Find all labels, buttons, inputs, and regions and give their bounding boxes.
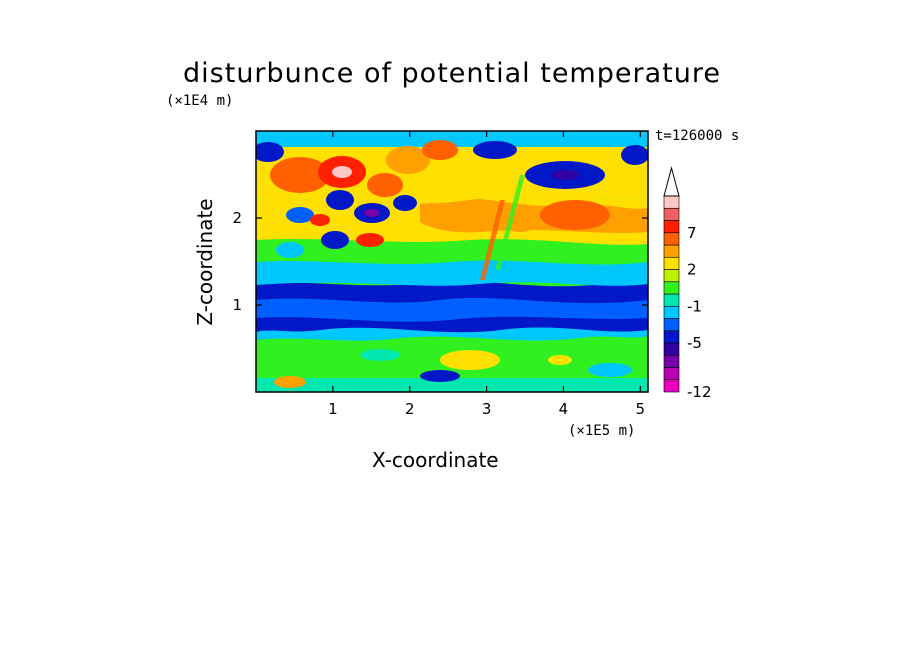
colorbar-label: -5 (687, 334, 702, 352)
colorbar-swatch (663, 367, 680, 381)
x-tick-label: 3 (482, 400, 492, 418)
axis-ticks: 1 2 3 4 5 1 2 (232, 131, 648, 418)
colorbar-swatch (663, 232, 680, 246)
colorbar-swatch (663, 330, 680, 344)
contour-field (256, 131, 648, 392)
colorbar-swatch (663, 318, 680, 332)
x-tick-label: 1 (328, 400, 338, 418)
y-axis-unit: (×1E4 m) (166, 93, 234, 109)
band-upper-green (256, 237, 648, 264)
colorbar-swatch (663, 379, 680, 393)
y-tick-label: 2 (232, 209, 242, 227)
colorbar-label: -12 (687, 383, 712, 401)
x-axis-unit: (×1E5 m) (568, 423, 636, 439)
colorbar-swatch (663, 195, 680, 209)
x-tick-label: 2 (405, 400, 415, 418)
colorbar-label: 7 (687, 224, 697, 242)
colorbar-label: 2 (687, 261, 697, 279)
band-blue-light (256, 297, 648, 322)
colorbar-swatch (663, 256, 680, 270)
y-tick-label: 1 (232, 296, 242, 314)
colorbar-swatch (663, 281, 680, 295)
band-bottom-cyan (256, 378, 648, 392)
x-axis-title: X-coordinate (372, 448, 499, 472)
colorbar-swatch (663, 305, 680, 319)
plot-frame (255, 130, 649, 393)
band-top-cyan (256, 131, 648, 147)
colorbar-swatch (663, 342, 680, 356)
colorbar-label: -1 (687, 297, 702, 315)
colorbar-swatch (663, 207, 680, 221)
x-tick-label: 4 (559, 400, 569, 418)
x-tick-label: 5 (636, 400, 646, 418)
chart-title: disturbunce of potential temperature (183, 58, 721, 89)
band-upper-cyan (256, 260, 648, 286)
colorbar-swatch (663, 293, 680, 307)
colorbar: -12-5-127 (663, 166, 712, 401)
time-annotation: t=126000 s (655, 128, 740, 144)
colorbar-swatch (663, 244, 680, 258)
colorbar-extend-arrow (663, 166, 680, 197)
colorbar-swatch (663, 269, 680, 283)
colorbar-swatch (663, 354, 680, 368)
colorbar-swatch (663, 220, 680, 234)
